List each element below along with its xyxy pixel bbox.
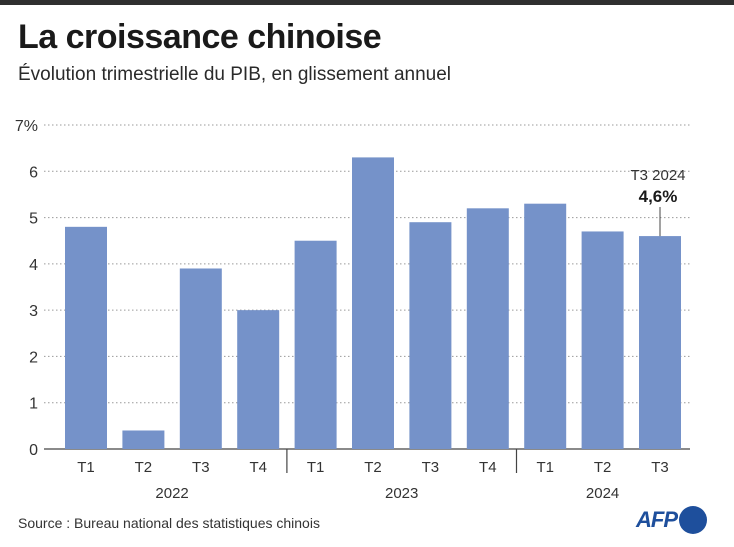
x-tick-label: T2: [364, 459, 382, 476]
annotation-label: T3 2024: [630, 167, 685, 184]
y-tick-label: 0: [29, 442, 38, 459]
bar: [639, 236, 681, 449]
y-tick-label: 5: [29, 211, 38, 228]
annotation-value: 4,6%: [639, 187, 678, 206]
y-tick-label: 2: [29, 349, 38, 366]
bar: [581, 231, 624, 449]
x-tick-label: T2: [594, 459, 612, 476]
x-tick-label: T4: [249, 459, 267, 476]
year-label: 2022: [155, 485, 188, 502]
y-axis-ticks: 0 1 2 3 4 5 6 7%: [15, 118, 38, 459]
bar: [237, 310, 280, 449]
y-tick-label: 3: [29, 303, 38, 320]
x-tick-label: T3: [192, 459, 210, 476]
bar: [179, 268, 222, 449]
x-tick-label: T3: [422, 459, 440, 476]
bar: [294, 240, 337, 449]
y-tick-label: 4: [29, 257, 38, 274]
chart-subtitle: Évolution trimestrielle du PIB, en gliss…: [18, 64, 452, 85]
x-tick-label: T1: [77, 459, 95, 476]
x-tick-label: T1: [536, 459, 554, 476]
bar: [466, 208, 509, 449]
top-rule: [0, 0, 734, 5]
year-label: 2024: [586, 485, 619, 502]
x-tick-label: T3: [651, 459, 669, 476]
bar: [409, 222, 452, 449]
y-tick-label: 7%: [15, 118, 38, 135]
y-tick-label: 1: [29, 396, 38, 413]
bar: [65, 226, 107, 449]
afp-logo-dot-icon: [679, 506, 707, 534]
bar: [352, 157, 394, 449]
x-tick-label: T2: [135, 459, 153, 476]
x-tick-label: T4: [479, 459, 497, 476]
bar: [524, 203, 567, 449]
year-label: 2023: [385, 485, 418, 502]
x-tick-label: T1: [307, 459, 325, 476]
bar: [122, 430, 165, 449]
annotation: T3 2024 4,6%: [630, 167, 686, 237]
afp-logo-text: AFP: [636, 507, 678, 532]
y-tick-label: 6: [29, 164, 38, 181]
chart-title: La croissance chinoise: [18, 18, 382, 56]
bars: [65, 157, 681, 449]
source-note: Source : Bureau national des statistique…: [18, 515, 320, 531]
afp-logo: AFP: [636, 506, 707, 534]
